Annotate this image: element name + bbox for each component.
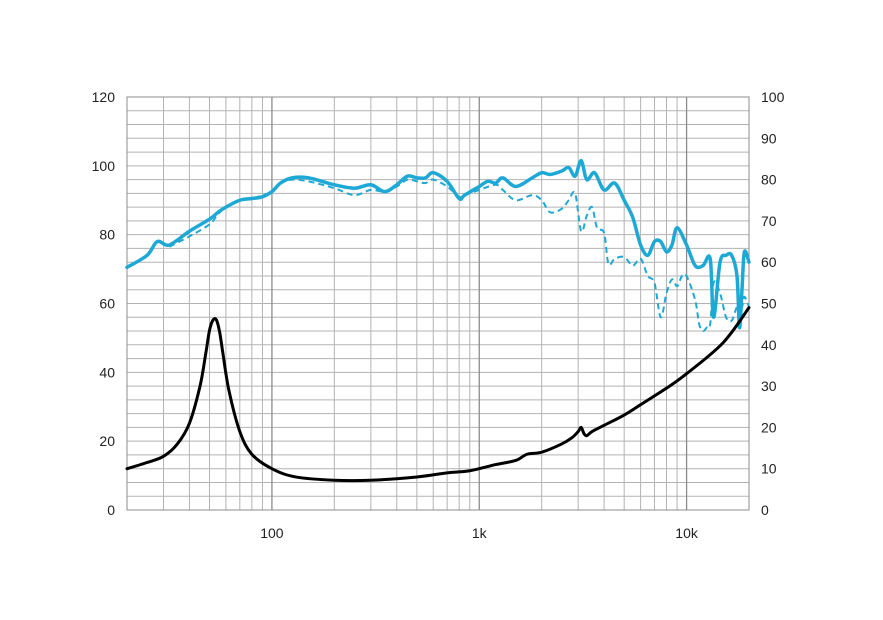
y-tick-label: 60 [99,296,115,312]
y2-tick-label: 0 [761,502,769,518]
response-curve-solid [125,158,751,330]
impedance-curve [125,306,751,483]
series-lines [125,158,751,483]
grid [126,96,750,511]
y-tick-label: 100 [92,158,116,174]
y-tick-label: 120 [92,89,116,105]
x-tick-label: 10k [675,525,699,541]
y-tick-label: 80 [99,227,115,243]
response-curve-dashed [168,178,750,333]
y2-tick-label: 60 [761,254,777,270]
y2-tick-label: 50 [761,296,777,312]
y2-tick-label: 90 [761,130,777,146]
y2-tick-label: 40 [761,337,777,353]
y2-tick-label: 80 [761,172,777,188]
y-tick-label: 0 [107,502,115,518]
plot-frame [126,96,750,511]
y-tick-label: 20 [99,433,115,449]
y2-tick-label: 70 [761,213,777,229]
x-tick-label: 1k [472,525,488,541]
y2-tick-label: 100 [761,89,785,105]
x-tick-label: 100 [260,525,284,541]
y2-tick-label: 10 [761,461,777,477]
tick-labels: 0 20 40 60 80 100 120 0 10 20 30 40 50 60 70 80 90 100 100… [92,89,785,541]
y2-tick-label: 30 [761,378,777,394]
y2-tick-label: 20 [761,419,777,435]
y-tick-label: 40 [99,364,115,380]
